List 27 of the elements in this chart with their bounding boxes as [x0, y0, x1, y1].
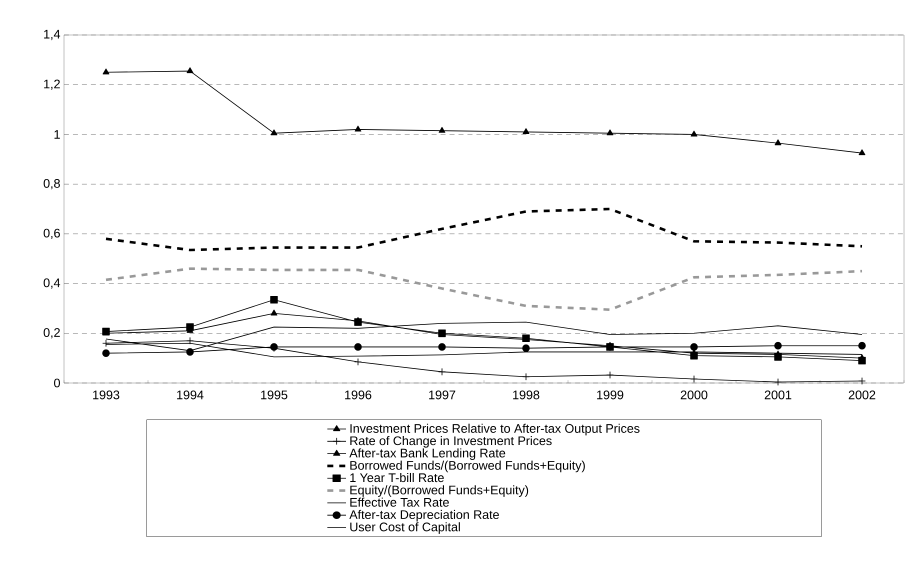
legend-label: Investment Prices Relative to After-tax Output Prices: [350, 424, 640, 436]
y-tick-label: 1,4: [44, 30, 60, 40]
y-tick-label: 0,2: [44, 328, 60, 338]
legend-label: After-tax Bank Lending Rate: [349, 448, 506, 460]
x-tick-label: 2000: [680, 390, 708, 400]
x-tick-label: 1996: [345, 390, 372, 400]
y-tick-label: 0,8: [44, 179, 60, 190]
x-tick-label: 1999: [597, 390, 624, 400]
y-tick-label: 1: [54, 130, 60, 139]
legend-label: Rate of Change in Investment Prices: [350, 436, 552, 448]
x-tick-label: 1994: [177, 390, 204, 400]
legend-label: After-tax Depreciation Rate: [349, 510, 499, 522]
legend-label: 1 Year T-bill Rate: [350, 472, 444, 482]
x-tick-label: 1995: [261, 390, 288, 400]
x-tick-label: 1997: [429, 390, 456, 400]
y-tick-label: 0,4: [44, 278, 60, 289]
legend-label: Equity/(Borrowed Funds+Equity): [350, 485, 528, 497]
y-tick-label: 0: [54, 378, 60, 388]
legend-label: User Cost of Capital: [350, 522, 460, 534]
y-tick-label: 1,2: [44, 80, 60, 90]
x-tick-label: 2001: [764, 390, 792, 400]
legend-label: Borrowed Funds/(Borrowed Funds+Equity): [350, 460, 585, 472]
x-tick-label: 1998: [513, 390, 540, 400]
x-tick-label: 2002: [848, 390, 876, 400]
legend-label: Effective Tax Rate: [350, 498, 449, 507]
x-tick-label: 1993: [93, 390, 120, 400]
y-tick-label: 0,6: [44, 228, 60, 239]
